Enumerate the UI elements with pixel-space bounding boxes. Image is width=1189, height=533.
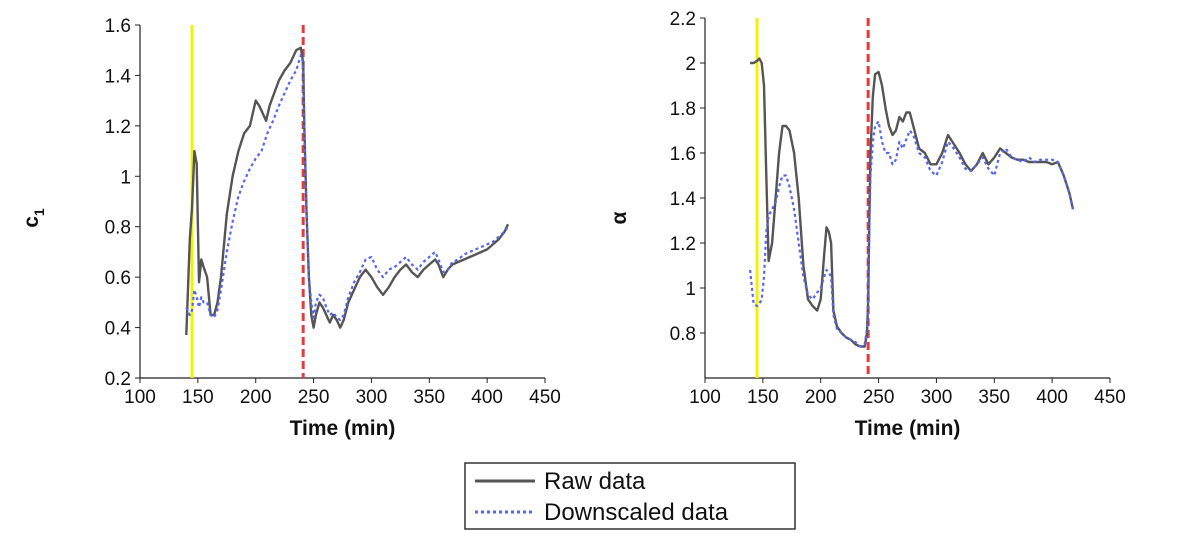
y-tick-label: 1 bbox=[120, 167, 131, 188]
y-tick-label: 0.6 bbox=[105, 268, 131, 289]
x-tick-label: 100 bbox=[124, 387, 156, 408]
series-line-alpha-raw bbox=[750, 57, 1075, 348]
y-tick-label: 1.2 bbox=[670, 234, 696, 255]
series-line-c1-raw bbox=[185, 46, 510, 336]
y-tick-label: 1.4 bbox=[670, 189, 697, 210]
x-tick-label: 300 bbox=[921, 387, 953, 408]
y-axis-title-alpha: α bbox=[608, 211, 631, 224]
x-tick-label: 400 bbox=[1036, 387, 1068, 408]
y-tick-label: 0.2 bbox=[105, 369, 131, 390]
y-tick-label: 1.8 bbox=[670, 99, 696, 120]
y-tick-label: 1.6 bbox=[670, 144, 696, 165]
x-tick-label: 150 bbox=[747, 387, 779, 408]
x-tick-label: 200 bbox=[805, 387, 837, 408]
y-tick-label: 1 bbox=[685, 279, 696, 300]
x-tick-label: 350 bbox=[978, 387, 1010, 408]
x-tick-label: 200 bbox=[240, 387, 272, 408]
x-tick-label: 250 bbox=[298, 387, 330, 408]
x-tick-label: 350 bbox=[413, 387, 445, 408]
chart-panel-alpha: 100 150 200 250 300 350 400 450 0.8 1 1.2 1.4 1.6 1.8… bbox=[608, 9, 1126, 440]
x-tick-label: 400 bbox=[471, 387, 503, 408]
x-tick-label: 100 bbox=[689, 387, 721, 408]
legend: Raw data Downscaled data bbox=[464, 462, 796, 530]
x-tick-label: 250 bbox=[863, 387, 895, 408]
y-tick-label: 0.8 bbox=[670, 324, 696, 345]
y-tick-label: 1.2 bbox=[105, 117, 131, 138]
x-tick-label: 450 bbox=[1094, 387, 1126, 408]
x-tick-label: 150 bbox=[182, 387, 214, 408]
series-line-alpha-downscaled bbox=[749, 120, 1075, 348]
y-axis-title-c1: c1 bbox=[20, 208, 47, 228]
x-axis-title-alpha: Time (min) bbox=[855, 417, 961, 440]
y-tick-label: 0.4 bbox=[105, 319, 132, 340]
x-tick-label: 450 bbox=[529, 387, 561, 408]
legend-label-raw: Raw data bbox=[544, 468, 646, 495]
legend-label-downscaled: Downscaled data bbox=[544, 499, 729, 526]
chart-panel-c1: 100 150 200 250 300 350 400 450 0.2 0.4 0.6 0.8 1 1.2… bbox=[20, 16, 561, 440]
y-tick-label: 1.4 bbox=[105, 66, 132, 87]
x-axis-title-c1: Time (min) bbox=[290, 417, 396, 440]
y-tick-label: 2.2 bbox=[670, 9, 696, 30]
x-tick-label: 300 bbox=[356, 387, 388, 408]
y-tick-label: 2 bbox=[685, 54, 696, 75]
series-line-c1-downscaled bbox=[185, 54, 509, 322]
y-tick-label: 0.8 bbox=[105, 218, 131, 239]
y-tick-label: 1.6 bbox=[105, 16, 131, 37]
legend-box bbox=[464, 462, 796, 530]
